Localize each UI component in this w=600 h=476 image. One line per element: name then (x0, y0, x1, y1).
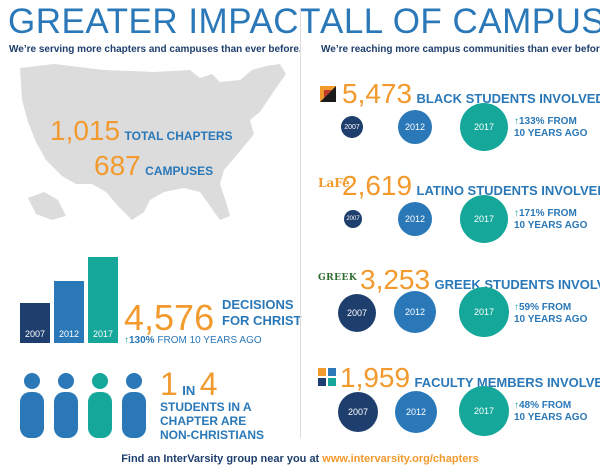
black-2012-circle: 2012 (398, 110, 432, 144)
person-icon-4 (122, 373, 146, 438)
black-growth: ↑133% FROM 10 YEARS AGO (514, 116, 587, 139)
greek-growth-pct: 59% FROM (519, 302, 572, 313)
black-students-logo-icon (318, 84, 338, 104)
latino-2007-circle: 2007 (344, 210, 362, 228)
all-of-campus-subtitle: We’re reaching more campus communities t… (321, 44, 600, 55)
bar-2017-label: 2017 (92, 329, 114, 339)
total-chapters-number: 1,015 (50, 115, 121, 146)
faculty-logo-icon (318, 368, 336, 386)
campuses-stat: 687 CAMPUSES (94, 152, 213, 180)
greek-logo-icon: GREEK (318, 273, 358, 283)
arrow-up-icon: ↑ (514, 208, 519, 219)
decisions-label-1: DECISIONS (222, 297, 294, 312)
ratio-one: 1 (160, 366, 178, 402)
black-students-section: 5,473 BLACK STUDENTS INVOLVED 2007 2012 … (318, 78, 600, 158)
latino-2017-label: 2017 (473, 214, 495, 224)
faculty-2007-circle: 2007 (338, 392, 378, 432)
faculty-2017-circle: 2017 (459, 386, 509, 436)
ratio-four: 4 (199, 366, 218, 402)
campuses-label: CAMPUSES (145, 164, 214, 178)
ratio-line-3: NON-CHRISTIANS (160, 428, 264, 442)
decisions-label-2: FOR CHRIST (222, 313, 302, 328)
bar-2017: 2017 (88, 257, 118, 343)
total-chapters-stat: 1,015 TOTAL CHAPTERS (50, 117, 233, 145)
total-chapters-label: TOTAL CHAPTERS (124, 129, 233, 143)
decisions-growth-pct: 130% (129, 335, 155, 346)
us-map-icon (20, 64, 286, 220)
greek-growth: ↑59% FROM 10 YEARS AGO (514, 302, 587, 325)
latino-2012-circle: 2012 (398, 202, 432, 236)
campuses-number: 687 (94, 150, 141, 181)
faculty-2012-label: 2012 (405, 407, 427, 417)
black-students-label: BLACK STUDENTS INVOLVED (416, 91, 600, 106)
greek-students-label: GREEK STUDENTS INVOLVED (434, 277, 600, 292)
all-of-campus-title: ALL OF CAMPUS (320, 2, 600, 41)
black-2017-circle: 2017 (460, 103, 508, 151)
latino-growth-pct: 171% FROM (519, 208, 577, 219)
greater-impact-title: GREATER IMPACT (8, 2, 321, 41)
greek-students-section: GREEK 3,253 GREEK STUDENTS INVOLVED 2007… (318, 264, 600, 344)
arrow-up-icon: ↑ (514, 116, 519, 127)
bar-2012: 2012 (54, 281, 84, 343)
ratio-line-2: CHAPTER ARE (160, 414, 247, 428)
decisions-growth-text: FROM 10 YEARS AGO (157, 335, 262, 346)
footer-link[interactable]: www.intervarsity.org/chapters (322, 453, 479, 465)
black-2012-label: 2012 (404, 122, 426, 132)
latino-students-number: 2,619 (342, 170, 413, 201)
arrow-up-icon: ↑ (514, 400, 519, 411)
black-growth-pct: 133% FROM (519, 116, 577, 127)
black-growth-text: 10 YEARS AGO (514, 127, 588, 139)
greek-students-number: 3,253 (360, 264, 431, 295)
latino-2007-label: 2007 (346, 216, 360, 222)
greek-2017-label: 2017 (473, 307, 495, 317)
black-2007-label: 2007 (344, 123, 360, 131)
faculty-growth-text: 10 YEARS AGO (514, 411, 588, 423)
greek-2012-label: 2012 (404, 307, 426, 317)
black-students-number: 5,473 (342, 78, 413, 109)
people-icons (18, 372, 150, 438)
faculty-label: FACULTY MEMBERS INVOLVED (414, 375, 600, 390)
bar-2007: 2007 (20, 303, 50, 343)
greek-2007-circle: 2007 (338, 294, 376, 332)
greek-2007-label: 2007 (346, 308, 368, 318)
column-divider (300, 8, 301, 438)
faculty-growth: ↑48% FROM 10 YEARS AGO (514, 400, 587, 423)
bar-2007-label: 2007 (24, 329, 46, 339)
black-2017-label: 2017 (473, 122, 495, 132)
lafe-logo-icon: LaFe (318, 176, 350, 190)
faculty-number: 1,959 (340, 362, 411, 393)
faculty-2012-circle: 2012 (395, 391, 437, 433)
footer: Find an InterVarsity group near you at w… (0, 453, 600, 465)
person-icon-3 (88, 373, 112, 438)
person-icon-1 (20, 373, 44, 438)
arrow-up-icon: ↑ (514, 302, 519, 313)
greek-2012-circle: 2012 (394, 291, 436, 333)
latino-growth-text: 10 YEARS AGO (514, 219, 588, 231)
ratio-in: IN (182, 383, 196, 398)
latino-2017-circle: 2017 (460, 195, 508, 243)
decisions-number: 4,576 (124, 297, 215, 338)
greek-growth-text: 10 YEARS AGO (514, 313, 588, 325)
latino-students-label: LATINO STUDENTS INVOLVED (416, 183, 600, 198)
ratio-heading: 1 IN 4 (160, 368, 218, 400)
person-icon-2 (54, 373, 78, 438)
decisions-bar-chart: 2007 2012 2017 (20, 257, 118, 343)
faculty-growth-pct: 48% FROM (519, 400, 572, 411)
footer-text: Find an InterVarsity group near you at (121, 453, 320, 465)
latino-growth: ↑171% FROM 10 YEARS AGO (514, 208, 587, 231)
faculty-section: 1,959 FACULTY MEMBERS INVOLVED 2007 2012… (318, 362, 600, 444)
black-2007-circle: 2007 (341, 116, 363, 138)
latino-2012-label: 2012 (404, 214, 426, 224)
latino-students-section: LaFe 2,619 LATINO STUDENTS INVOLVED 2007… (318, 170, 600, 250)
ratio-line-1: STUDENTS IN A (160, 400, 252, 414)
bar-2012-label: 2012 (58, 329, 80, 339)
greater-impact-subtitle: We’re serving more chapters and campuses… (9, 44, 302, 55)
faculty-2007-label: 2007 (347, 407, 369, 417)
decisions-growth: ↑130% FROM 10 YEARS AGO (124, 335, 262, 347)
faculty-2017-label: 2017 (473, 406, 495, 416)
arrow-up-icon: ↑ (124, 335, 129, 346)
greek-2017-circle: 2017 (459, 287, 509, 337)
